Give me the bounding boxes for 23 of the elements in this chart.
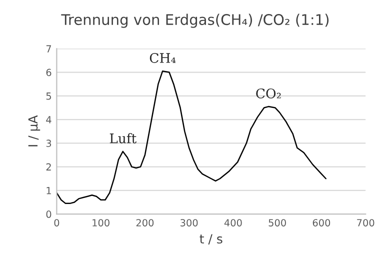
y-tick-label: 6	[46, 68, 52, 76]
y-tick-label: 1	[46, 187, 51, 194]
x-tick-label: 300	[180, 219, 198, 226]
x-tick-label: 100	[92, 219, 110, 226]
x-tick-label: 700	[357, 219, 374, 226]
x-tick-label: 500	[268, 219, 286, 226]
annotation: Luft	[110, 133, 137, 144]
y-tick-label: 2	[46, 163, 51, 170]
annotation: CH₄	[150, 53, 176, 63]
y-axis-title: I / µA	[28, 115, 40, 146]
annotation: CO₂	[256, 88, 281, 98]
y-tick-label: 3	[46, 140, 52, 147]
y-tick-label: 7	[46, 45, 52, 52]
x-tick-label: 600	[312, 219, 330, 226]
x-axis-title: t / s	[200, 234, 222, 245]
x-tick-label: 200	[136, 219, 154, 226]
y-tick-label: 0	[46, 210, 52, 218]
y-tick-label: 4	[46, 116, 52, 124]
y-tick-label: 5	[46, 92, 51, 100]
chart-title: Trennung von Erdgas(CH₄) /CO₂ (1:1)	[61, 14, 329, 28]
line-series	[56, 70, 326, 204]
x-tick-label: 400	[224, 219, 242, 226]
x-tick-label: 0	[54, 219, 60, 226]
